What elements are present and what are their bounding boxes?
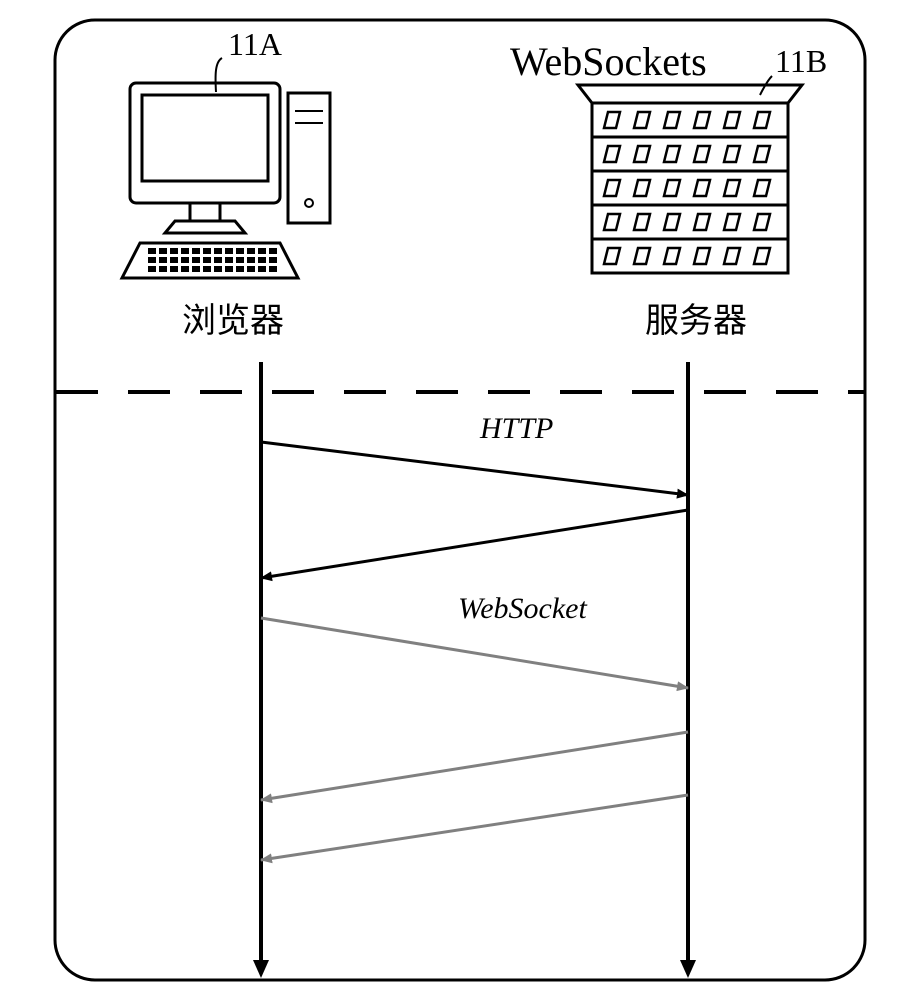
- browser-label: 浏览器: [182, 302, 284, 340]
- browser-ref: 11A: [228, 26, 282, 62]
- message-label-0: HTTP: [479, 412, 553, 445]
- diagram-title: WebSockets: [510, 39, 707, 84]
- message-label-2: WebSocket: [458, 592, 587, 625]
- websocket-diagram: WebSockets 11A 11B 浏览器 服务器 HTTP WebSocket: [0, 0, 897, 1000]
- server-label: 服务器: [645, 302, 747, 340]
- server-ref: 11B: [775, 43, 827, 79]
